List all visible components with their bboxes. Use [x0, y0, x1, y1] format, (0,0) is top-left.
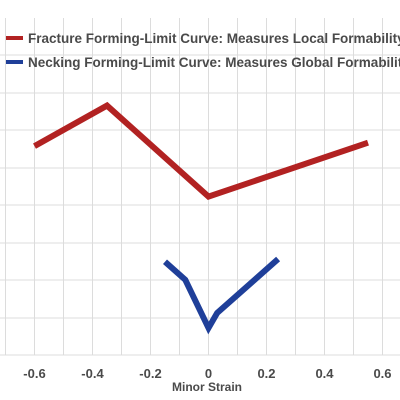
legend-swatch-fracture — [6, 36, 23, 40]
plot-area — [33, 101, 369, 335]
legend-item-fracture: Fracture Forming-Limit Curve: Measures L… — [6, 26, 400, 50]
x-axis-ticks: -0.6 -0.4 -0.2 0 0.2 0.4 0.6 — [23, 366, 391, 381]
x-tick-label: -0.4 — [81, 366, 104, 381]
legend-label-necking: Necking Forming-Limit Curve: Measures Gl… — [28, 54, 400, 70]
x-tick-label: -0.2 — [139, 366, 161, 381]
legend-item-necking: Necking Forming-Limit Curve: Measures Gl… — [6, 50, 400, 74]
legend-label-fracture: Fracture Forming-Limit Curve: Measures L… — [28, 30, 400, 46]
x-tick-label: 0.2 — [257, 366, 275, 381]
x-axis-title: Minor Strain — [172, 380, 242, 394]
series-line-fracture — [33, 101, 369, 201]
x-tick-label: 0.6 — [373, 366, 391, 381]
series-line-necking — [163, 256, 281, 335]
x-tick-label: 0 — [205, 366, 212, 381]
x-tick-label: 0.4 — [315, 366, 334, 381]
x-tick-label: -0.6 — [23, 366, 45, 381]
legend: Fracture Forming-Limit Curve: Measures L… — [6, 26, 400, 74]
legend-swatch-necking — [6, 60, 23, 64]
